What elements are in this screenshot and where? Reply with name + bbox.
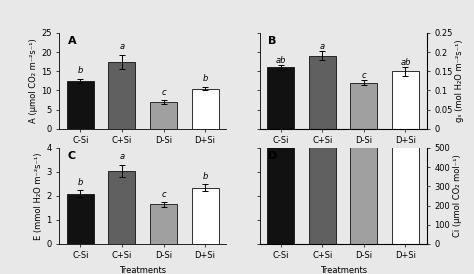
Text: ab: ab: [275, 56, 286, 65]
Text: c: c: [362, 72, 366, 80]
Y-axis label: Ci (μmol CO₂ mol⁻¹): Ci (μmol CO₂ mol⁻¹): [453, 155, 462, 237]
Bar: [392, 71, 419, 129]
Text: c: c: [161, 190, 166, 199]
Bar: [191, 89, 219, 129]
Bar: [309, 0, 336, 244]
Y-axis label: E (mmol H₂O m⁻²s⁻¹): E (mmol H₂O m⁻²s⁻¹): [35, 152, 44, 240]
Text: A: A: [68, 36, 76, 46]
Bar: [267, 67, 294, 129]
Text: c: c: [161, 88, 166, 97]
Text: b: b: [78, 66, 83, 75]
Bar: [392, 0, 419, 244]
X-axis label: Treatments: Treatments: [319, 266, 367, 274]
Text: b: b: [202, 172, 208, 181]
Bar: [67, 193, 94, 244]
Y-axis label: A (μmol CO₂ m⁻²s⁻¹): A (μmol CO₂ m⁻²s⁻¹): [29, 38, 38, 123]
Text: a: a: [119, 152, 125, 161]
Text: ab: ab: [400, 58, 411, 67]
Text: b: b: [78, 178, 83, 187]
X-axis label: Treatments: Treatments: [119, 266, 166, 274]
Y-axis label: gₛ (mol H₂O m⁻²s⁻¹): gₛ (mol H₂O m⁻²s⁻¹): [456, 39, 465, 122]
Bar: [309, 56, 336, 129]
Text: C: C: [68, 151, 76, 161]
Bar: [350, 0, 377, 244]
Text: D: D: [268, 151, 277, 161]
Bar: [150, 204, 177, 244]
Bar: [109, 62, 136, 129]
Text: B: B: [268, 36, 276, 46]
Text: b: b: [202, 74, 208, 83]
Bar: [109, 171, 136, 244]
Bar: [150, 102, 177, 129]
Bar: [191, 187, 219, 244]
Bar: [267, 0, 294, 244]
Bar: [67, 81, 94, 129]
Text: a: a: [119, 42, 125, 52]
Text: a: a: [320, 42, 325, 51]
Bar: [350, 83, 377, 129]
